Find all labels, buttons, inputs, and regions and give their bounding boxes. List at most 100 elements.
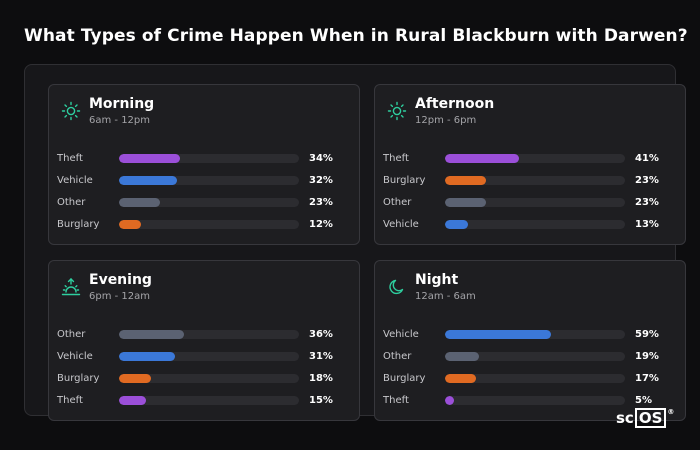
bar-fill	[119, 175, 177, 185]
bar-fill	[445, 175, 487, 185]
bar-fill	[445, 153, 519, 163]
bar-value: 36%	[309, 328, 333, 340]
bar-value: 41%	[635, 152, 659, 164]
bar-track	[119, 153, 299, 163]
card-header: Morning 6am - 12pm	[61, 95, 154, 127]
bar-label: Burglary	[57, 218, 100, 230]
card-heading: Evening 6pm - 12am	[89, 271, 152, 303]
bar-value: 5%	[635, 394, 652, 406]
card-evening: Evening 6pm - 12am Other 36% Vehicle 31% Bur…	[48, 260, 360, 421]
bar-track	[445, 175, 625, 185]
bar-track	[445, 329, 625, 339]
bar-row-vehicle: Vehicle 31%	[57, 345, 353, 367]
bar-track	[119, 373, 299, 383]
card-title: Afternoon	[415, 96, 495, 112]
bar-value: 59%	[635, 328, 659, 340]
bar-value: 13%	[635, 218, 659, 230]
bar-fill	[445, 373, 476, 383]
moon-icon	[389, 279, 404, 295]
bar-label: Burglary	[383, 174, 426, 186]
scos-logo: sc OS ®	[616, 408, 674, 428]
bar-fill	[445, 395, 454, 405]
bar-row-vehicle: Vehicle 13%	[383, 213, 679, 235]
card-header: Night 12am - 6am	[387, 271, 476, 303]
bar-fill	[119, 395, 146, 405]
card-heading: Afternoon 12pm - 6pm	[415, 95, 494, 127]
bar-row-theft: Theft 15%	[57, 389, 353, 411]
bar-row-theft: Theft 34%	[57, 147, 353, 169]
bar-row-other: Other 23%	[57, 191, 353, 213]
logo-box: OS	[634, 408, 667, 428]
card-title: Night	[415, 272, 459, 288]
bar-label: Theft	[383, 394, 409, 406]
bar-track	[119, 175, 299, 185]
bar-track	[445, 395, 625, 405]
bar-list: Theft 41% Burglary 23% Other 23% Vehicle 13%	[383, 147, 679, 235]
card-title: Evening	[89, 272, 152, 288]
bar-track	[445, 153, 625, 163]
bar-row-burglary: Burglary 12%	[57, 213, 353, 235]
bar-track	[119, 219, 299, 229]
bar-fill	[445, 351, 480, 361]
bar-fill	[445, 197, 487, 207]
bar-value: 34%	[309, 152, 333, 164]
bar-row-other: Other 36%	[57, 323, 353, 345]
bar-value: 18%	[309, 372, 333, 384]
bar-fill	[119, 197, 161, 207]
bar-track	[119, 197, 299, 207]
bar-row-theft: Theft 41%	[383, 147, 679, 169]
bar-label: Burglary	[57, 372, 100, 384]
card-header: Afternoon 12pm - 6pm	[387, 95, 494, 127]
card-time-range: 6am - 12pm	[89, 115, 151, 126]
card-header: Evening 6pm - 12am	[61, 271, 152, 303]
bar-label: Theft	[57, 394, 83, 406]
bar-list: Vehicle 59% Other 19% Burglary 17% Theft 5%	[383, 323, 679, 411]
sunset-icon	[61, 278, 81, 296]
bar-value: 12%	[309, 218, 333, 230]
card-time-range: 12pm - 6pm	[415, 115, 477, 126]
bar-row-burglary: Burglary 23%	[383, 169, 679, 191]
card-heading: Morning 6am - 12pm	[89, 95, 154, 127]
bar-value: 17%	[635, 372, 659, 384]
bar-track	[445, 197, 625, 207]
bar-track	[119, 329, 299, 339]
bar-track	[445, 219, 625, 229]
card-morning: Morning 6am - 12pm Theft 34% Vehicle 32% Oth…	[48, 84, 360, 245]
bar-label: Theft	[383, 152, 409, 164]
bar-value: 19%	[635, 350, 659, 362]
bar-value: 15%	[309, 394, 333, 406]
bar-label: Theft	[57, 152, 83, 164]
bar-value: 23%	[635, 196, 659, 208]
bar-value: 31%	[309, 350, 333, 362]
bar-value: 32%	[309, 174, 333, 186]
bar-label: Other	[57, 196, 86, 208]
bar-row-theft: Theft 5%	[383, 389, 679, 411]
card-time-range: 6pm - 12am	[89, 291, 151, 302]
bar-label: Other	[57, 328, 86, 340]
bar-fill	[119, 329, 184, 339]
bar-label: Vehicle	[383, 328, 419, 340]
bar-row-vehicle: Vehicle 32%	[57, 169, 353, 191]
bar-fill	[119, 153, 181, 163]
bar-track	[119, 351, 299, 361]
card-time-range: 12am - 6am	[415, 291, 476, 302]
bar-label: Other	[383, 196, 412, 208]
bar-value: 23%	[635, 174, 659, 186]
bar-fill	[445, 329, 552, 339]
bar-label: Vehicle	[57, 174, 93, 186]
bar-list: Theft 34% Vehicle 32% Other 23% Burglary 12%	[57, 147, 353, 235]
bar-row-other: Other 19%	[383, 345, 679, 367]
bar-track	[445, 373, 625, 383]
bar-row-other: Other 23%	[383, 191, 679, 213]
bar-track	[445, 351, 625, 361]
bar-label: Other	[383, 350, 412, 362]
bar-label: Burglary	[383, 372, 426, 384]
bar-fill	[445, 219, 469, 229]
bar-track	[119, 395, 299, 405]
bar-fill	[119, 219, 141, 229]
bar-row-vehicle: Vehicle 59%	[383, 323, 679, 345]
bar-label: Vehicle	[383, 218, 419, 230]
card-afternoon: Afternoon 12pm - 6pm Theft 41% Burglary 23%…	[374, 84, 686, 245]
bar-list: Other 36% Vehicle 31% Burglary 18% Theft 15%	[57, 323, 353, 411]
bar-value: 23%	[309, 196, 333, 208]
